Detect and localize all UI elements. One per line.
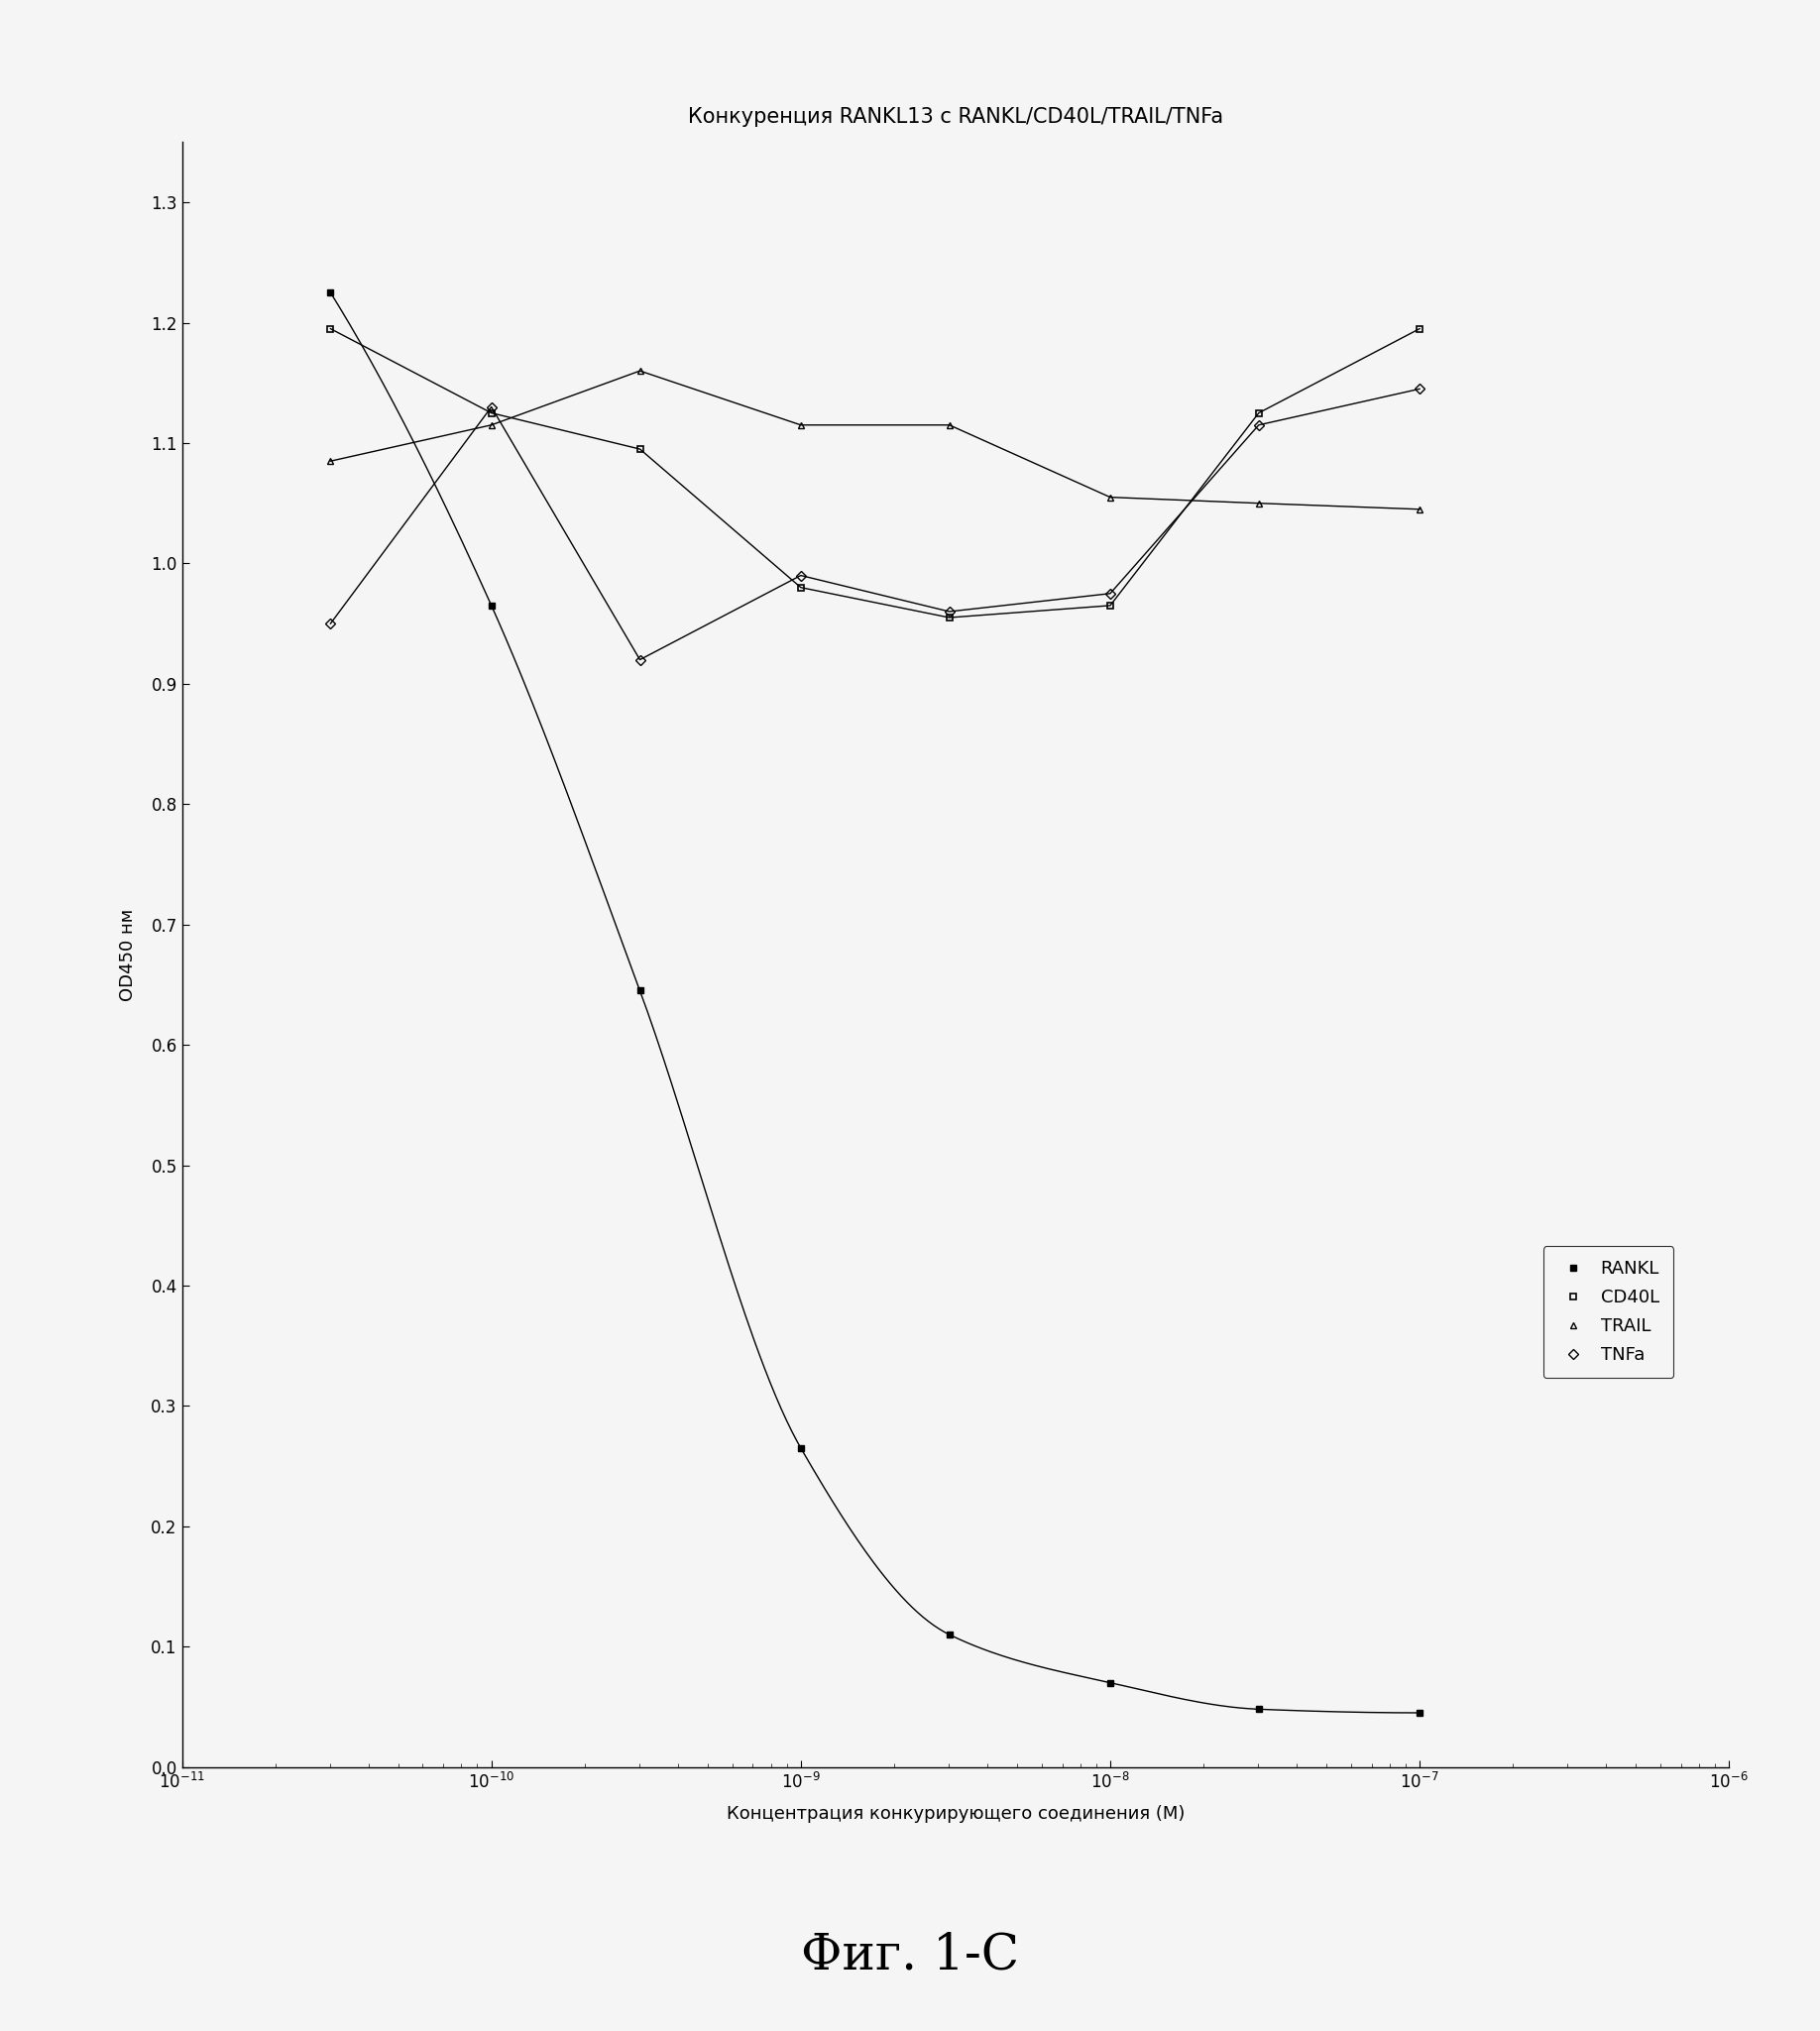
CD40L bbox=[1099, 593, 1121, 617]
TNFa bbox=[1249, 412, 1270, 437]
RANKL bbox=[480, 593, 502, 617]
Title: Конкуренция RANKL13 с RANKL/CD40L/TRAIL/TNFa: Конкуренция RANKL13 с RANKL/CD40L/TRAIL/… bbox=[688, 108, 1223, 126]
RANKL bbox=[630, 979, 652, 1003]
TRAIL bbox=[939, 412, 961, 437]
TRAIL bbox=[630, 359, 652, 384]
TNFa bbox=[630, 648, 652, 672]
Line: TRAIL: TRAIL bbox=[328, 368, 1423, 512]
TRAIL bbox=[1249, 492, 1270, 516]
TNFa bbox=[1099, 581, 1121, 605]
Legend: RANKL, CD40L, TRAIL, TNFa: RANKL, CD40L, TRAIL, TNFa bbox=[1543, 1245, 1674, 1379]
Text: Фиг. 1-С: Фиг. 1-С bbox=[801, 1931, 1019, 1980]
RANKL bbox=[1249, 1698, 1270, 1722]
TNFa bbox=[320, 611, 342, 636]
X-axis label: Концентрация конкурирующего соединения (М): Концентрация конкурирующего соединения (… bbox=[726, 1806, 1185, 1824]
RANKL bbox=[790, 1436, 812, 1460]
Line: RANKL: RANKL bbox=[328, 288, 1423, 1716]
TRAIL bbox=[1409, 498, 1431, 522]
Y-axis label: OD450 нм: OD450 нм bbox=[120, 908, 136, 1001]
CD40L bbox=[939, 605, 961, 630]
TNFa bbox=[939, 599, 961, 624]
TRAIL bbox=[320, 449, 342, 473]
CD40L bbox=[320, 317, 342, 341]
RANKL bbox=[320, 280, 342, 305]
CD40L bbox=[790, 575, 812, 599]
RANKL bbox=[1409, 1700, 1431, 1724]
TNFa bbox=[480, 394, 502, 418]
TRAIL bbox=[1099, 485, 1121, 510]
TNFa bbox=[1409, 376, 1431, 400]
TRAIL bbox=[480, 412, 502, 437]
TRAIL bbox=[790, 412, 812, 437]
CD40L bbox=[480, 400, 502, 424]
RANKL bbox=[1099, 1672, 1121, 1696]
Line: TNFa: TNFa bbox=[328, 386, 1423, 664]
Line: CD40L: CD40L bbox=[326, 325, 1423, 621]
CD40L bbox=[1409, 317, 1431, 341]
CD40L bbox=[630, 437, 652, 461]
TNFa bbox=[790, 563, 812, 587]
CD40L bbox=[1249, 400, 1270, 424]
RANKL bbox=[939, 1623, 961, 1647]
